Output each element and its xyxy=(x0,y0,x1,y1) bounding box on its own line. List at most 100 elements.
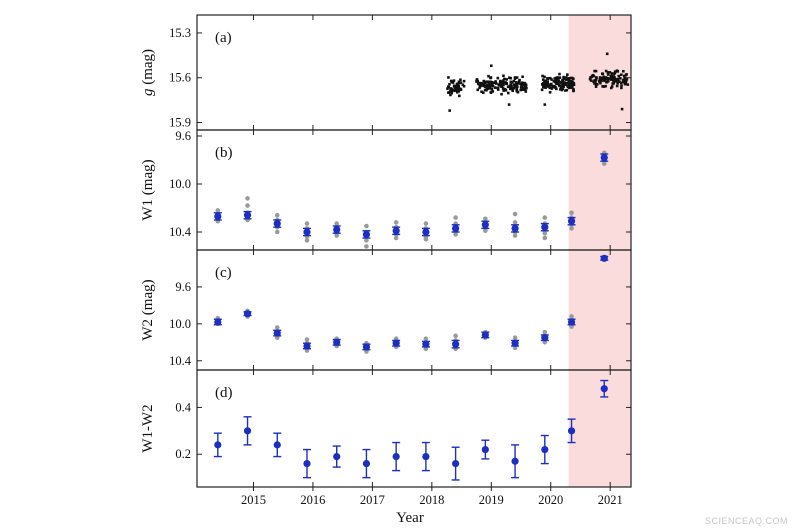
g-band-point xyxy=(554,81,558,84)
g-band-point xyxy=(572,77,575,81)
single-exposure-point xyxy=(245,196,250,201)
g-band-point xyxy=(515,83,518,86)
g-band-point xyxy=(610,78,613,81)
panel-label: (b) xyxy=(215,145,233,161)
x-tick-label: 2019 xyxy=(479,493,504,507)
g-band-point xyxy=(609,74,613,78)
g-band-point xyxy=(489,64,493,68)
g-band-point xyxy=(456,85,459,89)
mean-point xyxy=(273,329,281,337)
g-band-point xyxy=(546,77,549,80)
g-band-point xyxy=(509,85,513,88)
g-band-point xyxy=(487,85,491,88)
g-band-point xyxy=(555,87,558,91)
y-tick-label: 9.6 xyxy=(175,129,191,143)
g-band-point xyxy=(501,87,505,90)
single-exposure-point xyxy=(274,229,280,235)
g-band-point xyxy=(497,83,501,87)
single-exposure-point xyxy=(274,212,280,218)
g-band-point xyxy=(459,87,462,91)
x-tick-label: 2020 xyxy=(538,493,563,507)
mean-point xyxy=(362,460,371,468)
g-band-point xyxy=(617,80,621,83)
g-band-point xyxy=(610,72,614,75)
mean-point xyxy=(303,342,311,350)
single-exposure-point xyxy=(453,333,458,339)
mean-point xyxy=(422,452,430,461)
panel-a xyxy=(446,52,630,112)
single-exposure-point xyxy=(364,244,369,249)
g-band-point xyxy=(624,73,628,77)
g-band-point xyxy=(617,74,621,78)
y-tick-label: 0.2 xyxy=(175,447,191,461)
g-band-point xyxy=(524,90,528,93)
panel-d xyxy=(213,379,609,481)
mean-point xyxy=(303,460,311,468)
g-band-point xyxy=(506,85,510,89)
single-exposure-point xyxy=(393,220,399,225)
g-band-point xyxy=(548,86,552,90)
panel-frame xyxy=(196,14,632,131)
g-band-point xyxy=(482,91,485,94)
g-band-point xyxy=(604,84,607,88)
single-exposure-point xyxy=(364,223,369,229)
g-band-point xyxy=(606,79,610,83)
g-band-point xyxy=(550,78,553,81)
g-band-point xyxy=(481,84,484,87)
g-band-point xyxy=(550,87,554,90)
g-band-point xyxy=(510,81,514,84)
g-band-point xyxy=(544,79,548,83)
g-band-point xyxy=(517,82,521,85)
g-band-point xyxy=(619,73,623,77)
y-axis-label-unit: (mag) xyxy=(140,49,156,89)
g-band-point xyxy=(544,83,547,87)
single-exposure-point xyxy=(453,232,458,237)
x-tick-label: 2021 xyxy=(598,493,623,507)
g-band-point xyxy=(522,86,526,90)
g-band-point xyxy=(542,85,545,89)
g-band-point xyxy=(503,87,507,91)
g-band-point xyxy=(502,89,505,92)
mean-point xyxy=(392,452,400,461)
g-band-point xyxy=(457,82,461,85)
g-band-point xyxy=(515,85,519,89)
g-band-point xyxy=(567,86,571,90)
g-band-point xyxy=(593,69,596,73)
g-band-point xyxy=(450,91,454,95)
g-band-point xyxy=(606,76,610,80)
g-band-point xyxy=(475,78,479,81)
g-band-point xyxy=(613,71,617,75)
mean-point xyxy=(214,318,222,326)
x-tick-label: 2015 xyxy=(241,493,266,507)
g-band-point xyxy=(570,86,573,89)
g-band-point xyxy=(616,78,620,81)
g-band-point xyxy=(565,73,569,76)
g-band-point xyxy=(502,81,505,85)
g-band-point xyxy=(605,52,609,56)
g-band-point xyxy=(610,76,613,79)
g-band-point xyxy=(612,77,615,81)
mean-point xyxy=(511,457,519,465)
g-band-point xyxy=(561,78,564,82)
g-band-point xyxy=(520,83,524,86)
mean-point xyxy=(600,254,608,262)
g-band-point xyxy=(624,77,627,81)
mean-point xyxy=(422,228,430,236)
y-tick-label: 15.6 xyxy=(169,71,191,85)
g-band-point xyxy=(569,83,572,87)
single-exposure-point xyxy=(304,238,310,243)
g-band-point xyxy=(546,84,550,88)
mean-point xyxy=(541,334,549,342)
g-band-point xyxy=(548,76,552,80)
y-axis-label: g (mag) xyxy=(140,49,156,96)
panel-label: (d) xyxy=(215,385,233,401)
single-exposure-point xyxy=(542,230,548,236)
g-band-point xyxy=(448,109,451,112)
mean-point xyxy=(452,340,460,348)
g-band-point xyxy=(500,92,503,96)
mean-point xyxy=(452,460,460,468)
mean-point xyxy=(303,228,311,236)
single-exposure-point xyxy=(512,335,518,340)
g-band-point xyxy=(555,82,558,86)
g-band-point xyxy=(521,88,525,91)
